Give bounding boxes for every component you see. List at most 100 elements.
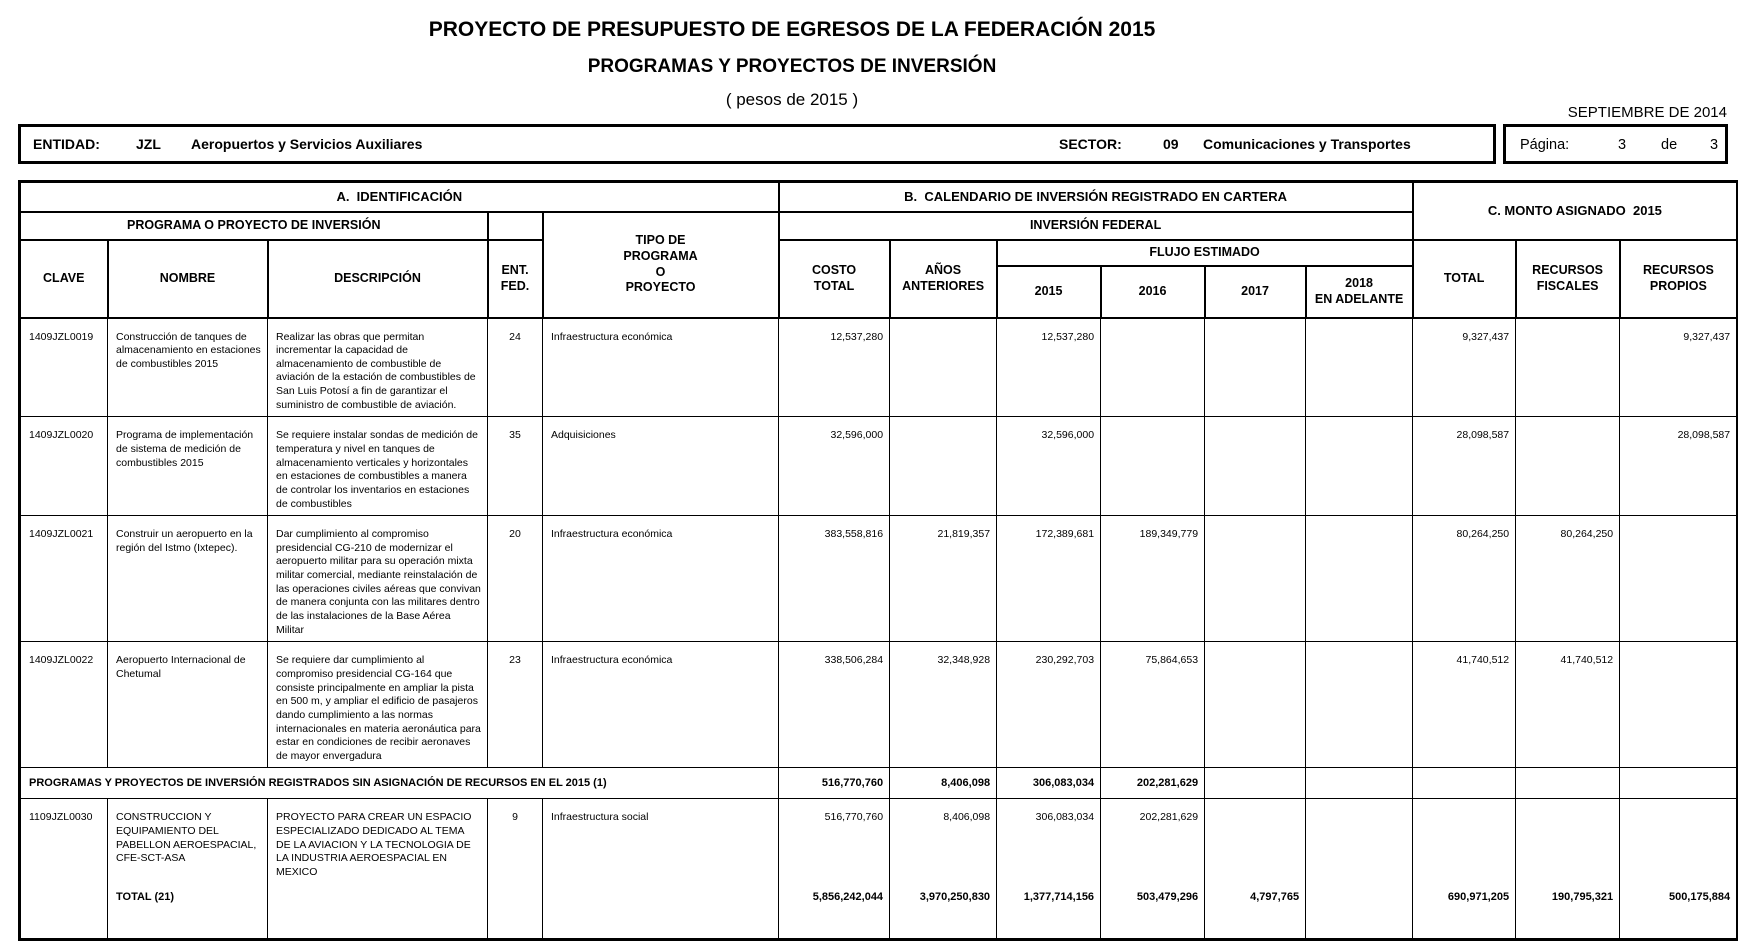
clave-column-header: CLAVE [18,238,109,319]
cell-tipo: Infraestructura económica [541,515,780,643]
entidad-label: ENTIDAD: [33,136,100,152]
cell-total: 80,264,250 [1412,515,1517,643]
sector-label: SECTOR: [1059,136,1122,152]
cell-2017 [1204,798,1307,884]
budget-table: A. IDENTIFICACIÓN B. CALENDARIO DE INVER… [18,180,1738,941]
cell-2016: 202,281,629 [1100,798,1206,884]
section-c-header: C. MONTO ASIGNADO 2015 [1411,180,1738,241]
cell-ent-fed: 23 [487,641,543,769]
table-row: 1409JZL0020 Programa de implementación d… [19,416,1738,517]
cell-recursos-propios [1619,515,1738,643]
header-row-years: 2015 2016 2017 2018 EN ADELANTE [20,264,1738,319]
cell-2015: 32,596,000 [996,416,1102,517]
cell-clave: 1409JZL0020 [19,416,108,517]
cell-2018 [1305,767,1414,800]
cell-tipo: Infraestructura económica [541,641,780,769]
cell-total [1412,767,1517,800]
cell-2016: 189,349,779 [1100,515,1206,643]
header-row-columns: CLAVE NOMBRE DESCRIPCIÓN ENT. FED. COSTO… [18,238,1738,319]
cell-costo-total: 5,856,242,044 [778,883,891,941]
costo-total-column-header: COSTO TOTAL [777,238,891,319]
cell-2015: 306,083,034 [996,767,1102,800]
ent-fed-spacer-cell [486,210,544,241]
cell-costo-total: 516,770,760 [778,767,891,800]
cell-descripcion: Dar cumplimiento al compromiso presidenc… [267,515,488,643]
cell-tipo-empty [541,883,780,941]
cell-total: 41,740,512 [1412,641,1517,769]
cell-2018 [1305,515,1414,643]
entidad-name: Aeropuertos y Servicios Auxiliares [191,136,423,152]
cell-recursos-fiscales [1515,767,1621,800]
header-row-groups: PROGRAMA O PROYECTO DE INVERSIÓN TIPO DE… [18,210,1738,319]
cell-ent-fed: 20 [487,515,543,643]
cell-descripcion: Se requiere instalar sondas de medición … [267,416,488,517]
cell-2015: 306,083,034 [996,798,1102,884]
cell-tipo: Infraestructura económica [541,316,780,418]
cell-total [1412,798,1517,884]
cell-anos-anteriores: 3,970,250,830 [889,883,998,941]
table-row: 1409JZL0021 Construir un aeropuerto en l… [19,515,1738,643]
total-column-header: TOTAL [1411,238,1517,319]
cell-anos-anteriores [889,316,998,418]
recursos-fiscales-column-header: RECURSOS FISCALES [1514,238,1621,319]
cell-2015: 172,389,681 [996,515,1102,643]
flujo-estimado-header: FLUJO ESTIMADO [995,238,1414,267]
cell-total: 9,327,437 [1412,316,1517,418]
cell-recursos-fiscales [1515,798,1621,884]
section-b-header: B. CALENDARIO DE INVERSIÓN REGISTRADO EN… [777,180,1414,213]
cell-2018 [1305,416,1414,517]
document-date: SEPTIEMBRE DE 2014 [1567,104,1727,121]
cell-tipo: Infraestructura social [541,798,780,884]
cell-2017 [1204,316,1307,418]
cell-recursos-propios [1619,798,1738,884]
page-of-word: de [1661,137,1678,153]
cell-total: 28,098,587 [1412,416,1517,517]
cell-2017: 4,797,765 [1204,883,1307,941]
cell-recursos-fiscales [1515,416,1621,517]
cell-descripcion: PROYECTO PARA CREAR UN ESPACIO ESPECIALI… [267,798,488,884]
cell-clave: 1409JZL0019 [19,316,108,418]
recursos-propios-column-header: RECURSOS PROPIOS [1618,238,1738,319]
ent-fed-column-header: ENT. FED. [486,238,544,319]
cell-nombre: Programa de implementación de sistema de… [107,416,268,517]
cell-ent-fed: 24 [487,316,543,418]
cell-costo-total: 383,558,816 [778,515,891,643]
currency-note: ( pesos de 2015 ) [725,90,859,109]
cell-nombre: Construcción de tanques de almacenamient… [107,316,268,418]
section-summary-row: PROGRAMAS Y PROYECTOS DE INVERSIÓN REGIS… [18,767,1738,800]
section-a-header: A. IDENTIFICACIÓN [18,180,780,213]
grand-total-label: TOTAL (21) [107,883,268,941]
entity-sector-box: ENTIDAD: JZL Aeropuertos y Servicios Aux… [18,124,1496,164]
cell-anos-anteriores: 21,819,357 [889,515,998,643]
cell-tipo: Adquisiciones [541,416,780,517]
cell-recursos-fiscales: 41,740,512 [1515,641,1621,769]
cell-clave: 1409JZL0021 [19,515,108,643]
document-title: PROYECTO DE PRESUPUESTO DE EGRESOS DE LA… [428,18,1156,41]
cell-costo-total: 338,506,284 [778,641,891,769]
cell-ent-fed-empty [487,883,543,941]
cell-clave: 1409JZL0022 [19,641,108,769]
cell-recursos-propios [1619,767,1738,800]
cell-2016 [1100,316,1206,418]
cell-recursos-fiscales: 80,264,250 [1515,515,1621,643]
cell-descripcion-empty [267,883,488,941]
cell-2015: 1,377,714,156 [996,883,1102,941]
cell-anos-anteriores [889,416,998,517]
cell-recursos-propios [1619,641,1738,769]
grand-total-row: TOTAL (21) 5,856,242,044 3,970,250,830 1… [19,883,1738,941]
cell-2017 [1204,515,1307,643]
cell-nombre: Construir un aeropuerto en la región del… [107,515,268,643]
cell-2016: 75,864,653 [1100,641,1206,769]
cell-costo-total: 12,537,280 [778,316,891,418]
page-current: 3 [1618,137,1627,153]
cell-2018 [1305,798,1414,884]
entidad-code: JZL [136,136,161,152]
cell-recursos-fiscales [1515,316,1621,418]
cell-2018 [1305,316,1414,418]
cell-2017 [1204,641,1307,769]
sector-name: Comunicaciones y Transportes [1203,136,1411,152]
document-subtitle: PROGRAMAS Y PROYECTOS DE INVERSIÓN [587,56,997,77]
year-2018-header: 2018 EN ADELANTE [1304,264,1414,319]
cell-descripcion: Realizar las obras que permitan incremen… [267,316,488,418]
sector-code: 09 [1163,136,1179,152]
